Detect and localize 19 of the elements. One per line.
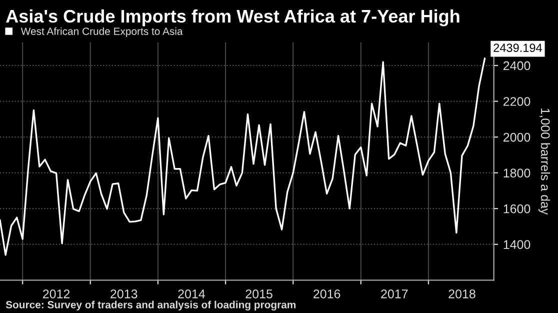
- chart-title: Asia's Crude Imports from West Africa at 7-Year High: [6, 9, 460, 26]
- x-tick-label: 2012: [43, 289, 70, 298]
- y-tick-label: 1600: [504, 204, 530, 214]
- x-tick-label: 2018: [448, 289, 476, 298]
- y-tick-label: 2200: [503, 97, 530, 106]
- line-series: [0, 58, 486, 256]
- y-tick-label: 1400: [504, 240, 530, 250]
- x-tick-label: 2013: [110, 289, 138, 298]
- y-tick-label: 2400: [503, 61, 530, 70]
- x-tick-label: 2014: [178, 289, 205, 298]
- y-tick-label: 2000: [503, 132, 530, 142]
- x-tick-label: 2015: [246, 289, 272, 298]
- y-tick-label: 1800: [504, 168, 530, 178]
- legend-label: West African Crude Exports to Asia: [20, 27, 183, 38]
- annotation: 2439.194: [494, 44, 542, 52]
- source-note: Source: Survey of traders and analysis of loading program: [6, 300, 296, 311]
- x-tick-label: 2017: [381, 289, 408, 298]
- x-tick-label: 2016: [314, 289, 340, 298]
- y-axis-title: 1,000 barrels a day: [538, 108, 550, 215]
